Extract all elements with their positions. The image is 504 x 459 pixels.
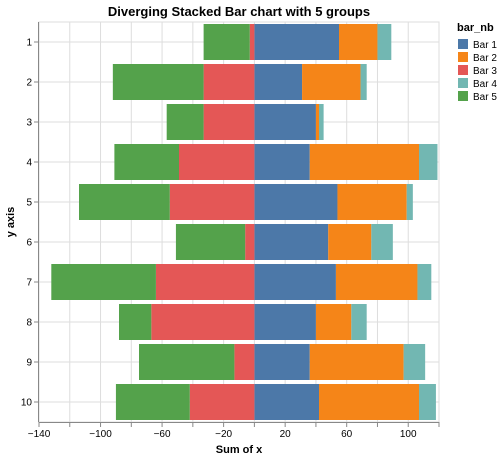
bar-segment	[254, 184, 338, 220]
bar-segment	[417, 264, 432, 300]
bar-segment	[179, 144, 255, 180]
bar-segment	[315, 304, 352, 340]
y-tick-label: 10	[21, 398, 33, 409]
bar-segment	[339, 24, 378, 60]
legend-label: Bar 2	[473, 53, 497, 64]
bar-segment	[151, 304, 255, 340]
legend-swatch	[458, 78, 468, 88]
bar-segment	[203, 24, 250, 60]
bar-segment	[351, 304, 367, 340]
bar-segment	[166, 104, 204, 140]
y-tick-label: 2	[26, 78, 32, 89]
bar-segment	[254, 144, 310, 180]
bar-segment	[254, 224, 329, 260]
bar-segment	[254, 304, 316, 340]
bar-segment	[406, 184, 413, 220]
bar-segment	[51, 264, 156, 300]
bar-segment	[254, 344, 310, 380]
y-tick-label: 5	[26, 198, 32, 209]
bars	[51, 24, 438, 420]
bar-segment	[119, 304, 152, 340]
bar-segment	[302, 64, 361, 100]
x-tick-label: 60	[341, 429, 353, 440]
legend-label: Bar 3	[473, 66, 497, 77]
legend-label: Bar 4	[473, 79, 497, 90]
bar-segment	[254, 264, 336, 300]
bar-segment	[139, 344, 235, 380]
bar-segment	[319, 384, 419, 420]
bar-segment	[189, 384, 255, 420]
legend-swatch	[458, 39, 468, 49]
bar-segment	[112, 64, 204, 100]
x-tick-label: −60	[154, 429, 171, 440]
bar-segment	[360, 64, 367, 100]
bar-segment	[155, 264, 255, 300]
legend-swatch	[458, 65, 468, 75]
legend-swatch	[458, 52, 468, 62]
bar-segment	[309, 344, 404, 380]
x-tick-label: 100	[400, 429, 417, 440]
bar-segment	[245, 224, 255, 260]
y-tick-label: 4	[26, 158, 32, 169]
bar-segment	[115, 384, 190, 420]
bar-segment	[203, 64, 255, 100]
legend-swatch	[458, 91, 468, 101]
bar-segment	[79, 184, 170, 220]
x-axis-title: Sum of x	[216, 444, 263, 456]
chart-title: Diverging Stacked Bar chart with 5 group…	[108, 4, 370, 19]
y-tick-label: 6	[26, 238, 32, 249]
bar-segment	[335, 264, 418, 300]
bar-segment	[319, 104, 324, 140]
legend-title: bar_nb	[457, 22, 494, 34]
x-axis: −140 −100 −60 −20 20 60 100	[28, 422, 440, 440]
bar-segment	[169, 184, 255, 220]
bar-segment	[419, 384, 436, 420]
x-tick-label: 20	[280, 429, 292, 440]
bar-segment	[254, 384, 319, 420]
bar-segment	[254, 24, 339, 60]
bar-segment	[403, 344, 426, 380]
y-axis: 1 2 3 4 5 6 7 8 9 10	[21, 22, 39, 422]
y-tick-label: 9	[26, 358, 32, 369]
bar-segment	[315, 104, 319, 140]
bar-segment	[337, 184, 407, 220]
bar-segment	[175, 224, 246, 260]
bar-segment	[371, 224, 393, 260]
y-tick-label: 8	[26, 318, 32, 329]
bar-segment	[419, 144, 438, 180]
bar-segment	[254, 104, 316, 140]
bar-segment	[254, 64, 303, 100]
x-tick-label: −100	[89, 429, 112, 440]
y-tick-label: 3	[26, 118, 32, 129]
legend: bar_nb Bar 1 Bar 2 Bar 3 Bar 4 Bar 5	[457, 22, 497, 103]
bar-segment	[203, 104, 255, 140]
bar-segment	[309, 144, 419, 180]
y-tick-label: 1	[26, 38, 32, 49]
legend-label: Bar 1	[473, 40, 497, 51]
legend-label: Bar 5	[473, 92, 497, 103]
bar-segment	[377, 24, 392, 60]
bar-segment	[328, 224, 372, 260]
bar-segment	[114, 144, 179, 180]
y-tick-label: 7	[26, 278, 32, 289]
x-tick-label: −140	[28, 429, 51, 440]
bar-segment	[249, 24, 255, 60]
x-tick-label: −20	[215, 429, 232, 440]
bar-segment	[234, 344, 255, 380]
y-axis-title: y axis	[5, 207, 17, 238]
